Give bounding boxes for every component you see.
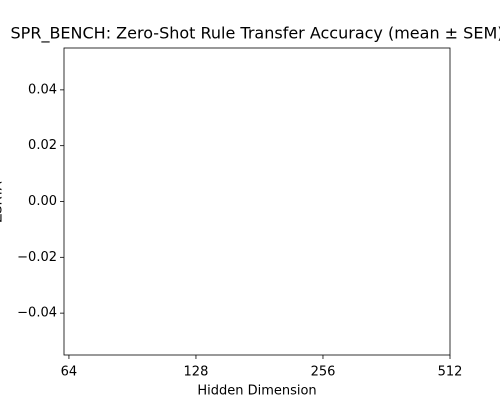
y-tick-label: −0.04 xyxy=(17,306,57,321)
x-tick-label: 256 xyxy=(311,365,336,380)
y-tick-label: 0.04 xyxy=(28,82,57,97)
x-tick-label: 512 xyxy=(438,365,463,380)
y-tick-label: 0.02 xyxy=(28,138,57,153)
y-axis-label: ZSRTA xyxy=(0,181,6,222)
x-axis-label: Hidden Dimension xyxy=(197,384,316,399)
x-tick-label: 64 xyxy=(61,365,78,380)
chart-title: SPR_BENCH: Zero-Shot Rule Transfer Accur… xyxy=(11,24,500,44)
y-tick-label: −0.02 xyxy=(17,250,57,265)
y-tick-label: 0.00 xyxy=(28,194,57,209)
x-tick-label: 128 xyxy=(184,365,209,380)
